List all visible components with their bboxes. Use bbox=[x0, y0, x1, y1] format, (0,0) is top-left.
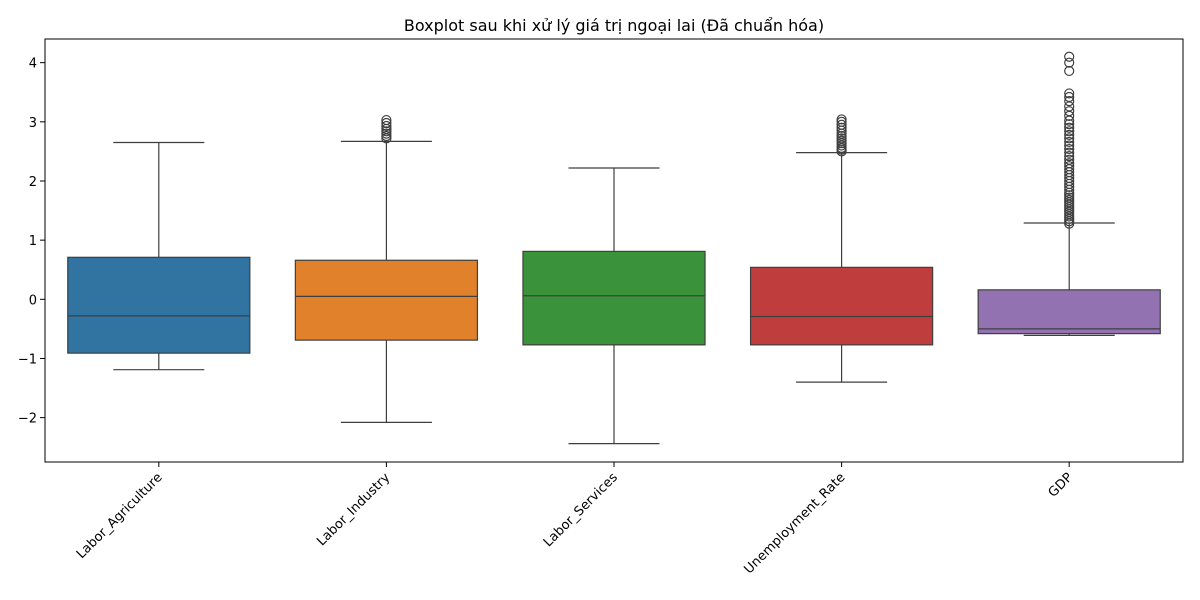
box-iqr bbox=[522, 250, 706, 346]
outlier-point bbox=[1064, 129, 1075, 140]
outlier-point bbox=[1064, 151, 1075, 162]
outlier-point bbox=[1064, 140, 1075, 151]
box-group bbox=[294, 114, 479, 423]
box-iqr bbox=[977, 289, 1161, 335]
box-group bbox=[67, 141, 251, 371]
outlier-point bbox=[1064, 51, 1075, 62]
x-tick-label: Labor_Services bbox=[541, 470, 621, 550]
outlier-point bbox=[1064, 143, 1075, 155]
box-iqr bbox=[67, 256, 251, 354]
outlier-point bbox=[1064, 136, 1075, 148]
outlier-point bbox=[381, 120, 392, 132]
x-tick-label: Labor_Industry bbox=[314, 470, 393, 549]
outlier-point bbox=[1064, 133, 1075, 144]
x-tick-label: Unemployment_Rate bbox=[741, 470, 848, 577]
x-tick-label: Labor_Agriculture bbox=[74, 470, 166, 562]
plot-frame bbox=[44, 38, 1184, 463]
y-tick-label: 4 bbox=[29, 57, 37, 72]
outlier-point bbox=[836, 122, 847, 133]
box-group bbox=[977, 51, 1161, 336]
box-iqr bbox=[749, 266, 934, 346]
y-tick-label: −2 bbox=[18, 412, 37, 427]
box-iqr bbox=[294, 259, 479, 341]
y-tick-label: 2 bbox=[29, 175, 37, 190]
outlier-point bbox=[1064, 119, 1075, 130]
outlier-point bbox=[1064, 96, 1075, 107]
x-tick-label: GDP bbox=[1046, 470, 1076, 500]
outlier-point bbox=[1064, 154, 1075, 165]
box-group bbox=[749, 114, 934, 383]
outlier-point bbox=[1064, 106, 1075, 117]
outlier-point bbox=[1064, 65, 1075, 77]
outlier-point bbox=[1064, 122, 1075, 133]
outlier-point bbox=[836, 114, 847, 125]
outlier-point bbox=[1064, 57, 1075, 68]
y-tick-label: 1 bbox=[29, 234, 37, 249]
y-tick-label: 0 bbox=[29, 293, 37, 308]
box-group bbox=[522, 167, 706, 445]
outlier-point bbox=[1064, 91, 1075, 103]
outlier-point bbox=[1064, 158, 1075, 169]
x-axis: Labor_Agriculture Labor_Industry Labor_Ser… bbox=[74, 462, 1076, 577]
y-tick-label: 3 bbox=[29, 116, 37, 131]
chart-title: Boxplot sau khi xử lý giá trị ngoại lai … bbox=[404, 16, 824, 35]
y-axis: −2 −1 0 1 2 3 4 bbox=[18, 57, 45, 427]
y-tick-label: −1 bbox=[18, 352, 37, 367]
outlier-point bbox=[1064, 88, 1075, 99]
outlier-point bbox=[836, 119, 847, 130]
outlier-point bbox=[381, 117, 392, 129]
outlier-point bbox=[1064, 161, 1075, 172]
outlier-point bbox=[1064, 147, 1075, 158]
box-series bbox=[67, 51, 1161, 445]
outlier-point bbox=[381, 114, 392, 126]
outlier-point bbox=[1064, 126, 1075, 137]
